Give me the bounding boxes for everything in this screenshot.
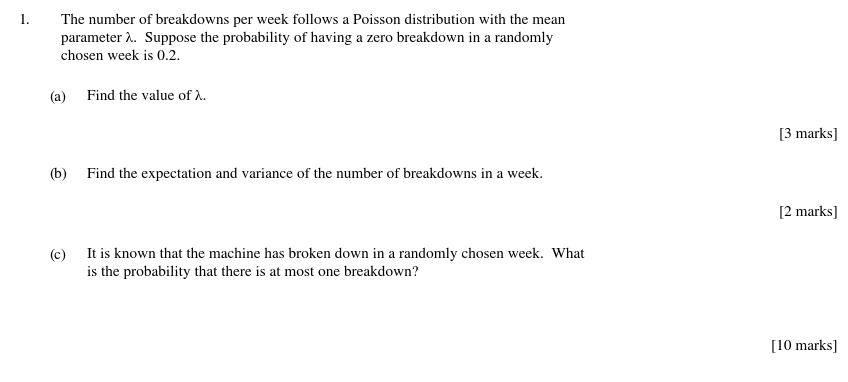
Text: [10 marks]: [10 marks] [771, 340, 838, 353]
Text: 1.: 1. [19, 14, 31, 28]
Text: [2 marks]: [2 marks] [779, 206, 838, 219]
Text: parameter λ.  Suppose the probability of having a zero breakdown in a randomly: parameter λ. Suppose the probability of … [61, 32, 554, 45]
Text: is the probability that there is at most one breakdown?: is the probability that there is at most… [87, 266, 419, 279]
Text: (b): (b) [49, 168, 67, 181]
Text: Find the value of λ.: Find the value of λ. [87, 90, 207, 104]
Text: [3 marks]: [3 marks] [779, 128, 838, 141]
Text: It is known that the machine has broken down in a randomly chosen week.  What: It is known that the machine has broken … [87, 248, 585, 261]
Text: chosen week is 0.2.: chosen week is 0.2. [61, 50, 181, 63]
Text: Find the expectation and variance of the number of breakdowns in a week.: Find the expectation and variance of the… [87, 168, 544, 181]
Text: (c): (c) [49, 248, 66, 261]
Text: (a): (a) [49, 90, 66, 104]
Text: The number of breakdowns per week follows a Poisson distribution with the mean: The number of breakdowns per week follow… [61, 14, 566, 28]
